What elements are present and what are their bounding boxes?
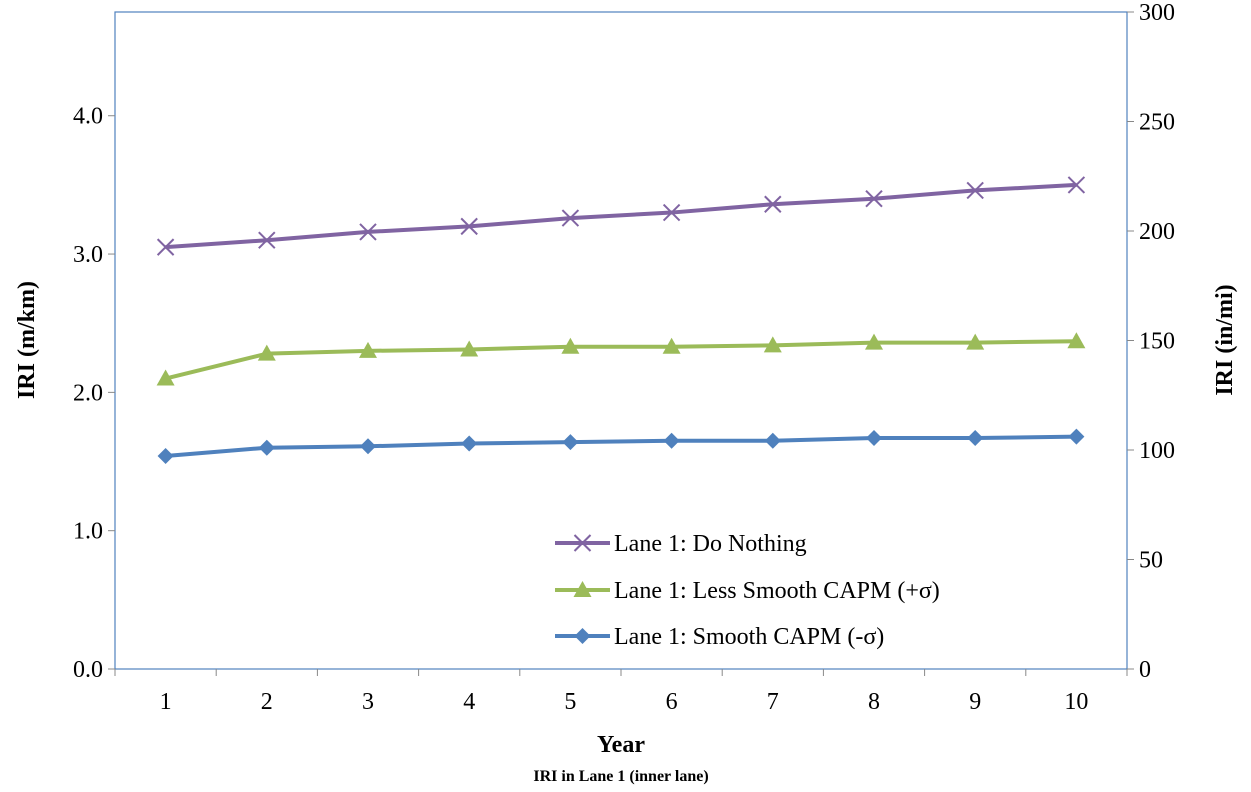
data-point bbox=[258, 231, 276, 249]
y-tick-label: 1.0 bbox=[73, 519, 103, 545]
x-tick-label: 7 bbox=[767, 689, 779, 715]
legend-item: Lane 1: Do Nothing bbox=[555, 531, 807, 557]
y-tick-label: 3.0 bbox=[73, 242, 103, 268]
y-tick-label: 0.0 bbox=[73, 657, 103, 683]
data-point bbox=[662, 203, 681, 222]
data-point bbox=[663, 432, 680, 449]
legend-label: Lane 1: Smooth CAPM (-σ) bbox=[614, 624, 884, 650]
y2-axis-title: IRI (in/mi) bbox=[1212, 284, 1238, 395]
marker-stroke bbox=[561, 209, 580, 227]
x-tick-label: 6 bbox=[666, 689, 678, 715]
data-point bbox=[561, 209, 580, 227]
data-point bbox=[359, 341, 377, 358]
marker-stroke bbox=[460, 217, 478, 236]
data-point bbox=[662, 337, 681, 354]
data-point bbox=[258, 439, 275, 456]
legend-item: Lane 1: Less Smooth CAPM (+σ) bbox=[555, 578, 940, 604]
y-axis-title: IRI (m/km) bbox=[14, 281, 40, 399]
marker-stroke bbox=[258, 231, 276, 249]
data-point bbox=[460, 217, 478, 236]
data-point bbox=[967, 430, 984, 447]
legend-marker bbox=[573, 581, 592, 597]
data-point bbox=[1068, 428, 1085, 445]
x-tick-label: 10 bbox=[1064, 689, 1088, 715]
x-tick-label: 2 bbox=[261, 689, 273, 715]
data-point bbox=[561, 337, 580, 354]
data-point bbox=[156, 238, 175, 256]
legend-label: Lane 1: Less Smooth CAPM (+σ) bbox=[614, 578, 940, 604]
x-tick-label: 8 bbox=[868, 689, 880, 715]
series-line bbox=[165, 182, 1077, 250]
x-tick-label: 3 bbox=[362, 689, 374, 715]
series-group bbox=[156, 176, 1086, 464]
legend-item: Lane 1: Smooth CAPM (-σ) bbox=[555, 624, 884, 650]
data-point bbox=[562, 434, 579, 451]
data-point bbox=[359, 223, 377, 241]
y-axis-left: 0.0 1.0 2.0 3.0 4.0 bbox=[73, 104, 115, 683]
marker-stroke bbox=[156, 238, 175, 256]
marker-stroke bbox=[662, 203, 681, 222]
y2-tick-label: 100 bbox=[1139, 438, 1175, 464]
marker-stroke bbox=[1067, 176, 1086, 194]
y-tick-label: 4.0 bbox=[73, 104, 103, 130]
series-3 bbox=[157, 428, 1085, 464]
data-point bbox=[156, 369, 175, 386]
marker-stroke bbox=[359, 223, 377, 241]
data-point bbox=[1067, 332, 1086, 349]
y2-tick-label: 200 bbox=[1139, 219, 1175, 245]
series-1 bbox=[156, 176, 1086, 256]
data-point bbox=[461, 435, 478, 452]
marker-stroke bbox=[573, 534, 592, 552]
x-axis-title: Year bbox=[597, 732, 645, 758]
data-point bbox=[360, 438, 376, 455]
series-line bbox=[165, 339, 1077, 381]
y-axis-right: 0 50 100 150 200 250 300 bbox=[1127, 0, 1175, 683]
legend-label: Lane 1: Do Nothing bbox=[614, 531, 807, 557]
y2-tick-label: 150 bbox=[1139, 329, 1175, 355]
data-point bbox=[1067, 176, 1086, 194]
data-point bbox=[764, 195, 782, 213]
data-point bbox=[865, 333, 883, 350]
y2-tick-label: 50 bbox=[1139, 548, 1163, 574]
data-point bbox=[764, 432, 781, 449]
x-axis: 1 2 3 4 5 6 7 8 9 10 bbox=[114, 669, 1128, 715]
x-tick-label: 4 bbox=[463, 689, 475, 715]
marker-stroke bbox=[966, 181, 984, 200]
x-tick-label: 1 bbox=[160, 689, 172, 715]
series-2 bbox=[156, 332, 1086, 386]
marker-stroke bbox=[865, 190, 883, 208]
data-point bbox=[763, 336, 782, 353]
marker-stroke bbox=[764, 195, 782, 213]
legend-marker bbox=[574, 628, 591, 644]
data-point bbox=[866, 430, 882, 447]
legend: Lane 1: Do Nothing Lane 1: Less Smooth CA… bbox=[555, 531, 940, 650]
legend-marker bbox=[573, 534, 592, 552]
data-point bbox=[865, 190, 883, 208]
y2-tick-label: 250 bbox=[1139, 110, 1175, 136]
x-tick-label: 5 bbox=[564, 689, 576, 715]
data-point bbox=[966, 333, 985, 350]
series-line bbox=[165, 434, 1077, 458]
data-point bbox=[257, 344, 276, 361]
data-point bbox=[966, 181, 984, 200]
data-point bbox=[157, 447, 174, 464]
x-tick-label: 9 bbox=[969, 689, 981, 715]
y-tick-label: 2.0 bbox=[73, 380, 103, 406]
data-point bbox=[460, 340, 479, 357]
y2-tick-label: 0 bbox=[1139, 657, 1151, 683]
chart-caption: IRI in Lane 1 (inner lane) bbox=[533, 768, 708, 785]
y2-tick-label: 300 bbox=[1139, 0, 1175, 26]
